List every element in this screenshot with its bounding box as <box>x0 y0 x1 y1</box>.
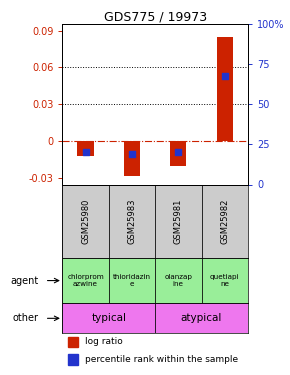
Bar <box>155 303 248 333</box>
Text: thioridazin
e: thioridazin e <box>113 274 151 287</box>
Bar <box>202 184 248 258</box>
Bar <box>62 303 155 333</box>
Bar <box>109 184 155 258</box>
Bar <box>62 184 109 258</box>
Bar <box>155 258 202 303</box>
Text: chlorprom
azwine: chlorprom azwine <box>67 274 104 287</box>
Text: atypical: atypical <box>181 314 222 323</box>
Text: log ratio: log ratio <box>85 337 122 346</box>
Bar <box>62 258 109 303</box>
Bar <box>170 141 186 166</box>
Text: GSM25982: GSM25982 <box>220 198 229 244</box>
Point <box>83 150 88 156</box>
Point <box>222 73 227 79</box>
Text: other: other <box>12 314 38 323</box>
Text: GSM25983: GSM25983 <box>127 198 137 244</box>
Text: olanzap
ine: olanzap ine <box>164 274 192 287</box>
Bar <box>109 258 155 303</box>
Bar <box>77 141 94 156</box>
Title: GDS775 / 19973: GDS775 / 19973 <box>104 10 207 23</box>
Text: agent: agent <box>10 276 38 286</box>
Point <box>176 150 181 156</box>
Text: typical: typical <box>91 314 126 323</box>
Bar <box>68 354 78 365</box>
Bar <box>217 37 233 141</box>
Bar <box>202 258 248 303</box>
Bar <box>68 337 78 347</box>
Text: GSM25980: GSM25980 <box>81 198 90 244</box>
Text: quetiapi
ne: quetiapi ne <box>210 274 240 287</box>
Point <box>130 151 134 157</box>
Bar <box>124 141 140 176</box>
Text: percentile rank within the sample: percentile rank within the sample <box>85 355 238 364</box>
Bar <box>155 184 202 258</box>
Text: GSM25981: GSM25981 <box>174 198 183 244</box>
